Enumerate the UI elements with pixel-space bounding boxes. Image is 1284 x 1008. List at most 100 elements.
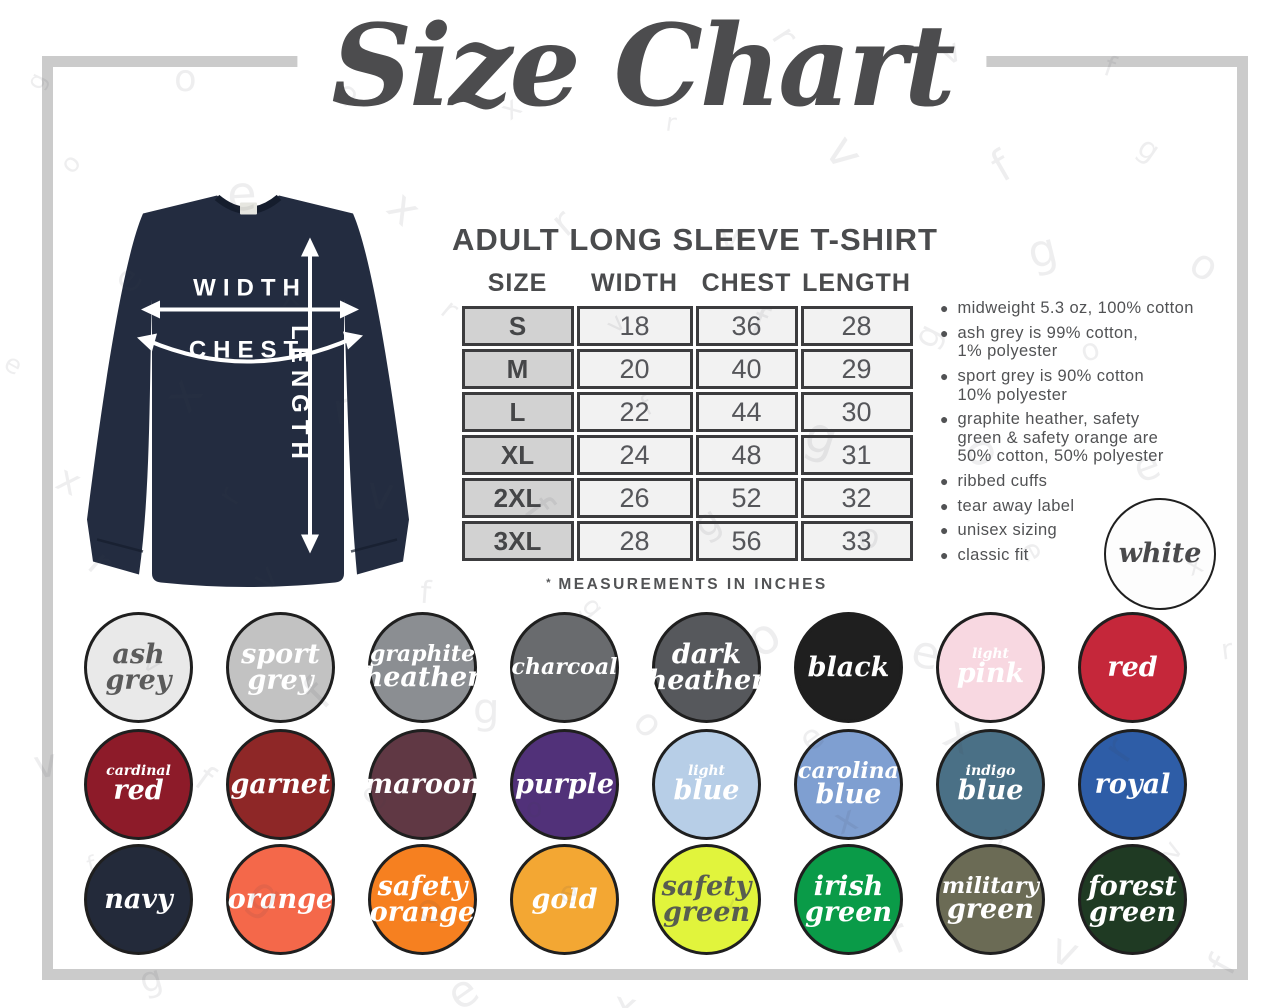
width-cell: 28 <box>576 521 693 561</box>
swatch-label-line: sport <box>241 638 320 670</box>
white-swatch-holder: white <box>1104 498 1216 610</box>
swatch-label-line: purple <box>514 768 615 800</box>
swatch-navy: navy <box>84 844 193 955</box>
column-header-size: SIZE <box>487 268 548 297</box>
swatch-maroon: maroon <box>365 729 480 840</box>
feature-item: ● unisex sizing <box>940 521 1230 540</box>
swatch-label-line: red <box>113 774 164 806</box>
swatch-label-line: black <box>807 651 890 683</box>
shirt-diagram: WIDTH CHEST LENGTH <box>87 194 409 587</box>
table-row: 3XL 28 56 33 <box>461 521 913 561</box>
swatch-label-line: maroon <box>364 768 481 800</box>
swatch-row-3: navy orange safety orange gold safety green iri… <box>84 844 1187 955</box>
swatch-label-line: grey <box>247 664 314 696</box>
left-cuff-seam <box>96 538 144 553</box>
swatch-dark-heather: dark heather <box>648 612 765 723</box>
swatch-gold: gold <box>510 844 619 955</box>
bullet-icon: ● <box>940 411 949 428</box>
bullet-icon: ● <box>940 367 949 384</box>
size-table-body: SIZE WIDTH CHEST LENGTH S 18 36 28 M 20 … <box>461 263 913 561</box>
chest-cell: 40 <box>695 349 798 389</box>
table-row: S 18 36 28 <box>461 306 913 346</box>
swatch-label-line: graphite <box>369 641 476 668</box>
table-footnote: * MEASUREMENTS IN INCHES <box>452 576 922 594</box>
feature-item: ● graphite heather, safety green & safet… <box>940 410 1230 466</box>
size-cell: M <box>461 349 574 389</box>
swatch-label-line: light <box>687 763 726 780</box>
table-row: M 20 40 29 <box>461 349 913 389</box>
swatch-carolina-blue: carolina blue <box>794 729 903 840</box>
swatch-row-1: ash grey sport grey graphite heather charcoal d… <box>84 612 1187 723</box>
swatch-label-line: green <box>804 896 893 928</box>
swatch-indigo-blue: indigo blue <box>936 729 1045 840</box>
chest-cell: 36 <box>695 306 798 346</box>
feature-text: graphite heather, safety green & safety … <box>957 410 1164 466</box>
swatch-safety-orange: safety orange <box>368 844 477 955</box>
length-cell: 31 <box>800 435 913 475</box>
feature-list: ● midweight 5.3 oz, 100% cotton ● ash gr… <box>940 299 1230 571</box>
swatch-light-pink: light pink <box>936 612 1045 723</box>
swatch-label-line: charcoal <box>511 654 618 681</box>
size-cell: 2XL <box>461 478 574 518</box>
watermark-letter: x <box>608 982 641 1008</box>
swatch-label-line: green <box>946 894 1035 926</box>
feature-text: midweight 5.3 oz, 100% cotton <box>957 299 1194 317</box>
size-table: SIZE WIDTH CHEST LENGTH S 18 36 28 M 20 … <box>459 260 916 564</box>
feature-item: ● midweight 5.3 oz, 100% cotton <box>940 299 1230 318</box>
swatch-red: red <box>1078 612 1187 723</box>
shirt-silhouette <box>87 195 409 587</box>
right-cuff-seam <box>350 538 398 553</box>
column-header-width: WIDTH <box>591 268 678 297</box>
swatch-label-line: heather <box>363 662 482 694</box>
swatch-light-blue: light blue <box>652 729 761 840</box>
size-cell: S <box>461 306 574 346</box>
swatch-label-line: cardinal <box>106 763 171 780</box>
feature-text: ash grey is 99% cotton, 1% polyester <box>957 323 1139 361</box>
size-cell: 3XL <box>461 521 574 561</box>
swatch-label-line: pink <box>956 657 1025 689</box>
feature-text: ribbed cuffs <box>957 472 1048 491</box>
table-row: 2XL 26 52 32 <box>461 478 913 518</box>
swatch-graphite-heather: graphite heather <box>364 612 481 723</box>
swatch-sport-grey: sport grey <box>226 612 335 723</box>
swatch-forest-green: forest green <box>1078 844 1187 955</box>
swatch-orange: orange <box>226 844 335 955</box>
column-header-chest: CHEST <box>701 268 792 297</box>
swatch-black: black <box>794 612 903 723</box>
swatch-label-line: carolina <box>798 758 899 785</box>
bullet-icon: ● <box>940 324 949 341</box>
footnote-asterisk: * <box>546 577 552 589</box>
swatch-label-line: orange <box>227 883 334 915</box>
feature-text: tear away label <box>957 496 1075 515</box>
swatch-irish-green: irish green <box>794 844 903 955</box>
feature-text: classic fit <box>957 546 1029 565</box>
feature-item: ● ribbed cuffs <box>940 472 1230 491</box>
table-row: XL 24 48 31 <box>461 435 913 475</box>
bullet-icon: ● <box>940 497 949 514</box>
length-cell: 32 <box>800 478 913 518</box>
feature-item: ● sport grey is 90% cotton 10% polyester <box>940 367 1230 404</box>
length-cell: 29 <box>800 349 913 389</box>
swatch-label-line: safety <box>661 870 752 902</box>
swatch-label-line: blue <box>673 774 740 806</box>
feature-text: sport grey is 90% cotton 10% polyester <box>957 366 1145 404</box>
length-label: LENGTH <box>286 325 313 466</box>
swatch-label-line: grey <box>105 664 172 696</box>
width-cell: 22 <box>576 392 693 432</box>
column-header-length: LENGTH <box>802 268 911 297</box>
width-label: WIDTH <box>193 275 307 302</box>
swatch-label-line: orange <box>369 896 476 928</box>
swatch-label-line: blue <box>815 779 882 811</box>
swatch-cardinal-red: cardinal red <box>84 729 193 840</box>
length-cell: 33 <box>800 521 913 561</box>
watermark-letter: e <box>0 348 28 382</box>
table-heading: ADULT LONG SLEEVE T-SHIRT <box>452 222 938 257</box>
bullet-icon: ● <box>940 300 949 316</box>
chest-cell: 48 <box>695 435 798 475</box>
swatch-label-line: indigo <box>965 763 1016 780</box>
swatch-label-line: blue <box>957 774 1024 806</box>
length-cell: 30 <box>800 392 913 432</box>
swatch-label-line: heather <box>647 664 766 696</box>
size-table-section: ADULT LONG SLEEVE T-SHIRT SIZE WIDTH CHE… <box>452 222 938 594</box>
swatch-label-line: irish <box>813 870 884 902</box>
